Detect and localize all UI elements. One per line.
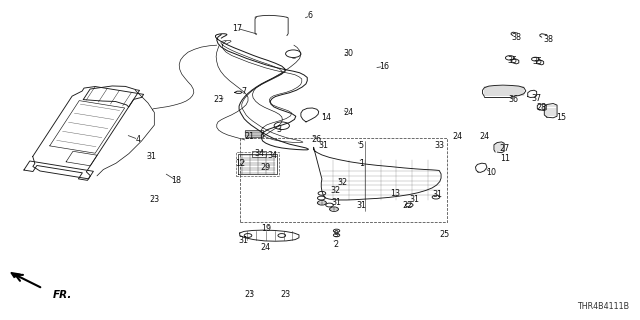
- Text: 37: 37: [532, 94, 541, 103]
- Text: 19: 19: [260, 224, 271, 233]
- Text: THR4B4111B: THR4B4111B: [577, 302, 629, 311]
- Text: 29: 29: [260, 164, 271, 172]
- Text: 35: 35: [533, 57, 543, 66]
- Text: 22: 22: [403, 202, 413, 211]
- Text: 23: 23: [213, 95, 223, 104]
- Text: 31: 31: [146, 152, 156, 161]
- Text: 2: 2: [333, 240, 339, 249]
- Text: 32: 32: [337, 178, 348, 187]
- Text: 15: 15: [556, 113, 566, 122]
- Text: 38: 38: [511, 33, 521, 42]
- Text: 9: 9: [333, 230, 339, 239]
- Text: FR.: FR.: [52, 290, 72, 300]
- Text: 36: 36: [508, 95, 518, 104]
- Bar: [252, 151, 266, 157]
- Bar: [241, 138, 447, 222]
- Text: 24: 24: [452, 132, 462, 141]
- Text: 31: 31: [356, 202, 367, 211]
- Text: 1: 1: [359, 159, 364, 168]
- Text: 12: 12: [236, 159, 245, 168]
- Text: 23: 23: [245, 290, 255, 299]
- Text: 38: 38: [543, 35, 553, 44]
- Text: 34: 34: [255, 149, 264, 158]
- Text: 16: 16: [379, 62, 388, 71]
- Text: 31: 31: [318, 141, 328, 150]
- Text: 30: 30: [344, 49, 354, 58]
- Text: 13: 13: [390, 189, 400, 198]
- Text: 33: 33: [435, 141, 445, 150]
- Text: 31: 31: [331, 198, 341, 207]
- Text: 18: 18: [172, 176, 182, 185]
- Polygon shape: [11, 273, 20, 277]
- Text: 34: 34: [268, 151, 277, 160]
- Text: 10: 10: [486, 168, 496, 177]
- Text: 24: 24: [479, 132, 490, 141]
- Text: 31: 31: [433, 190, 443, 199]
- Text: 5: 5: [359, 141, 364, 150]
- Text: 4: 4: [136, 135, 141, 144]
- Text: 21: 21: [245, 132, 255, 141]
- Text: 28: 28: [537, 103, 547, 112]
- Text: 24: 24: [344, 108, 354, 117]
- Text: 11: 11: [500, 154, 510, 163]
- Text: 32: 32: [331, 186, 341, 195]
- Text: 31: 31: [410, 195, 419, 204]
- Text: 6: 6: [308, 11, 313, 20]
- Text: 3: 3: [276, 125, 281, 134]
- Text: 23: 23: [280, 290, 290, 299]
- Bar: [236, 152, 279, 176]
- Text: 27: 27: [500, 144, 510, 153]
- Text: 7: 7: [241, 87, 246, 96]
- Text: 31: 31: [239, 236, 248, 245]
- Text: 24: 24: [260, 243, 271, 252]
- Text: 25: 25: [439, 230, 449, 239]
- Text: 26: 26: [312, 135, 322, 144]
- Bar: [245, 130, 262, 137]
- Text: 14: 14: [321, 113, 332, 122]
- Text: 23: 23: [149, 195, 159, 204]
- Text: 17: 17: [232, 24, 242, 33]
- Text: 35: 35: [508, 56, 518, 65]
